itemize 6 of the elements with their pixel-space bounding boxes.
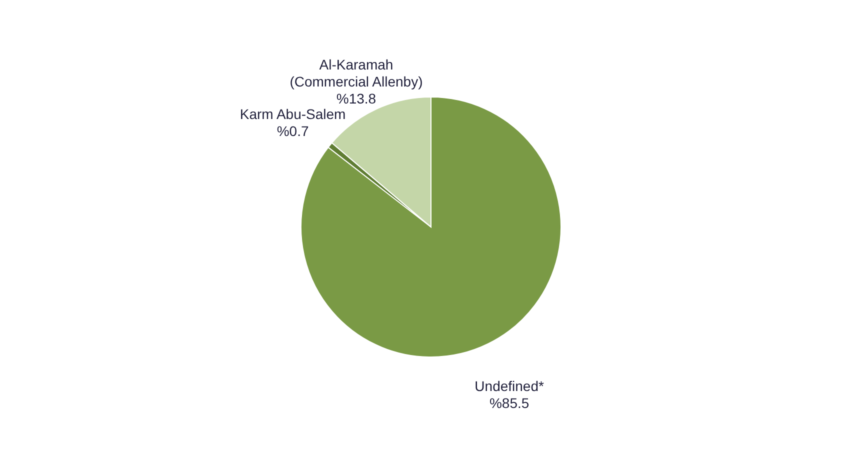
data-label: %85.5: [489, 394, 530, 411]
slice-label: Undefined*: [474, 378, 544, 394]
data-label: %13.8: [336, 90, 376, 106]
slice-label: Al-Karamah (Commercial Allenby): [290, 56, 423, 90]
data-label: %0.7: [276, 122, 309, 139]
slice-label: Karm Abu-Salem: [240, 106, 346, 122]
